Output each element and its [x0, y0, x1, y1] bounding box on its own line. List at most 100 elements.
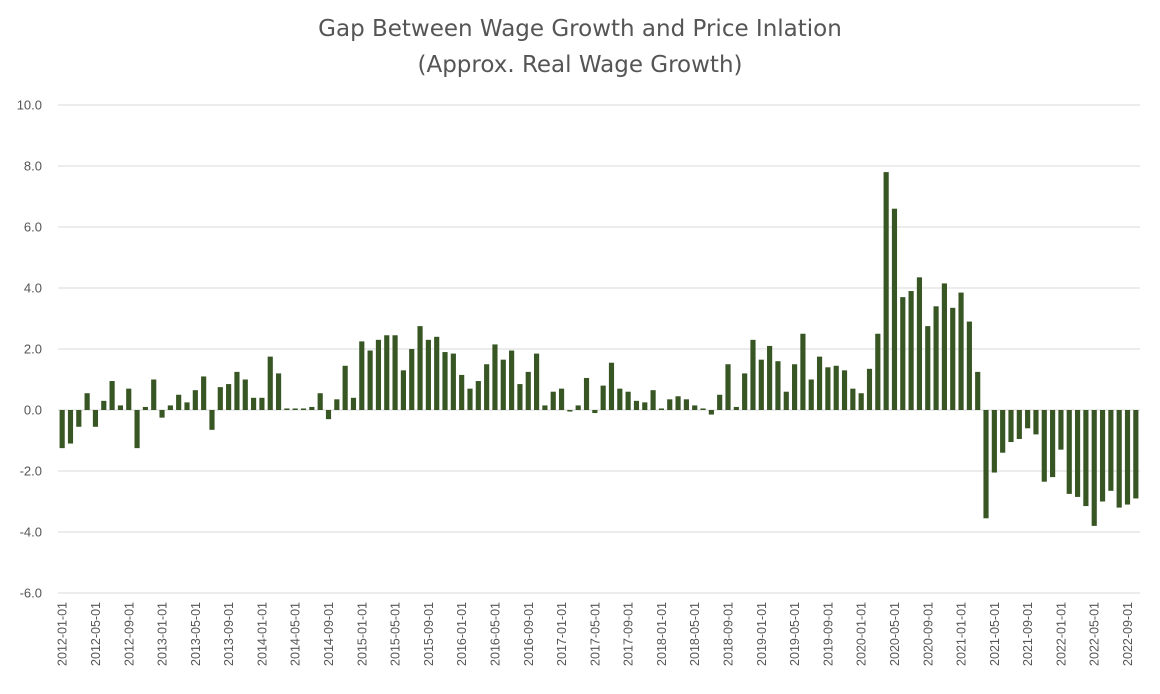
bar [151, 379, 157, 410]
bar [1108, 410, 1114, 491]
bar [425, 339, 431, 410]
bar [975, 371, 981, 411]
bar [816, 356, 823, 411]
bar [517, 384, 523, 410]
bar [908, 291, 914, 410]
bar [417, 326, 423, 411]
bar [309, 406, 315, 410]
bar [300, 408, 307, 410]
bar [142, 406, 148, 410]
bar [642, 402, 648, 411]
y-tick-label: 6.0 [24, 220, 42, 235]
bar [692, 405, 698, 410]
bar [167, 405, 173, 410]
bar [284, 408, 290, 410]
bar [159, 410, 165, 418]
y-tick-label: 0.0 [24, 403, 42, 418]
y-tick-label: -2.0 [20, 464, 42, 479]
bar [1099, 410, 1106, 502]
bar [875, 333, 881, 410]
bar [650, 390, 656, 410]
bar [442, 352, 448, 410]
x-tick-label: 2012-09-01 [122, 602, 136, 666]
bar [434, 336, 440, 410]
bar [217, 387, 223, 411]
bar [675, 396, 681, 410]
x-tick-label: 2018-09-01 [722, 602, 736, 666]
bar [1016, 410, 1022, 439]
x-tick-label: 2019-01-01 [755, 602, 769, 666]
bar [109, 381, 115, 410]
bar [525, 371, 531, 411]
bar [1083, 410, 1089, 507]
bar [1050, 410, 1056, 478]
bar [1133, 410, 1139, 499]
bar [84, 393, 90, 410]
bar [825, 367, 831, 410]
x-tick-label: 2012-05-01 [89, 602, 103, 666]
bar [475, 381, 481, 410]
bar [925, 326, 931, 411]
x-tick-label: 2013-05-01 [189, 602, 203, 666]
bar [858, 393, 864, 410]
gridlines [58, 104, 1140, 594]
x-tick-label: 2021-05-01 [988, 602, 1002, 666]
bar [725, 364, 731, 410]
y-axis-ticks: 10.0 8.0 6.0 4.0 2.0 0.0 -2.0 -4.0 -6.0 [17, 98, 42, 601]
bar [567, 410, 573, 412]
x-tick-label: 2022-05-01 [1088, 602, 1102, 666]
bar [384, 335, 390, 410]
bar [226, 384, 232, 410]
bar [134, 410, 140, 449]
bar [334, 399, 340, 410]
y-tick-label: 4.0 [24, 281, 42, 296]
y-tick-label: -6.0 [20, 586, 42, 601]
bar [400, 370, 406, 410]
bars [59, 172, 1139, 526]
x-tick-label: 2020-09-01 [921, 602, 935, 666]
bar [941, 283, 947, 410]
bar [916, 277, 923, 410]
x-tick-label: 2012-01-01 [56, 602, 70, 666]
bar [484, 364, 490, 410]
x-tick-label: 2014-01-01 [255, 602, 269, 666]
bar [251, 397, 257, 410]
bar [983, 410, 989, 519]
bar [92, 410, 99, 427]
bar [1124, 410, 1131, 505]
bar [575, 405, 581, 410]
bar [59, 410, 65, 449]
bar [350, 397, 357, 410]
x-axis-ticks: 2012-01-01 2012-05-01 2012-09-01 2013-01-01… [56, 602, 1135, 666]
bar [117, 405, 123, 410]
bar [758, 359, 764, 410]
x-tick-label: 2017-09-01 [622, 602, 636, 666]
bar [1033, 410, 1039, 435]
bar [866, 368, 873, 410]
x-tick-label: 2014-05-01 [289, 602, 303, 666]
bar [950, 307, 956, 410]
bar [201, 376, 207, 410]
bar [509, 350, 515, 410]
bar [242, 379, 248, 410]
x-tick-label: 2020-01-01 [855, 602, 869, 666]
bar [450, 353, 456, 410]
y-tick-label: -4.0 [20, 525, 42, 540]
bar [375, 339, 382, 410]
x-tick-label: 2016-09-01 [522, 602, 536, 666]
x-tick-label: 2017-05-01 [588, 602, 602, 666]
bar [500, 359, 506, 410]
x-tick-label: 2015-05-01 [389, 602, 403, 666]
x-tick-label: 2019-05-01 [788, 602, 802, 666]
bar [1025, 410, 1031, 429]
x-tick-label: 2016-01-01 [455, 602, 469, 666]
bar [267, 356, 273, 411]
bar [933, 306, 939, 410]
bar [841, 370, 848, 410]
x-tick-label: 2021-01-01 [955, 602, 969, 666]
x-tick-label: 2022-09-01 [1121, 602, 1135, 666]
y-tick-label: 10.0 [17, 98, 42, 113]
bar [883, 172, 889, 410]
bar [683, 399, 689, 410]
